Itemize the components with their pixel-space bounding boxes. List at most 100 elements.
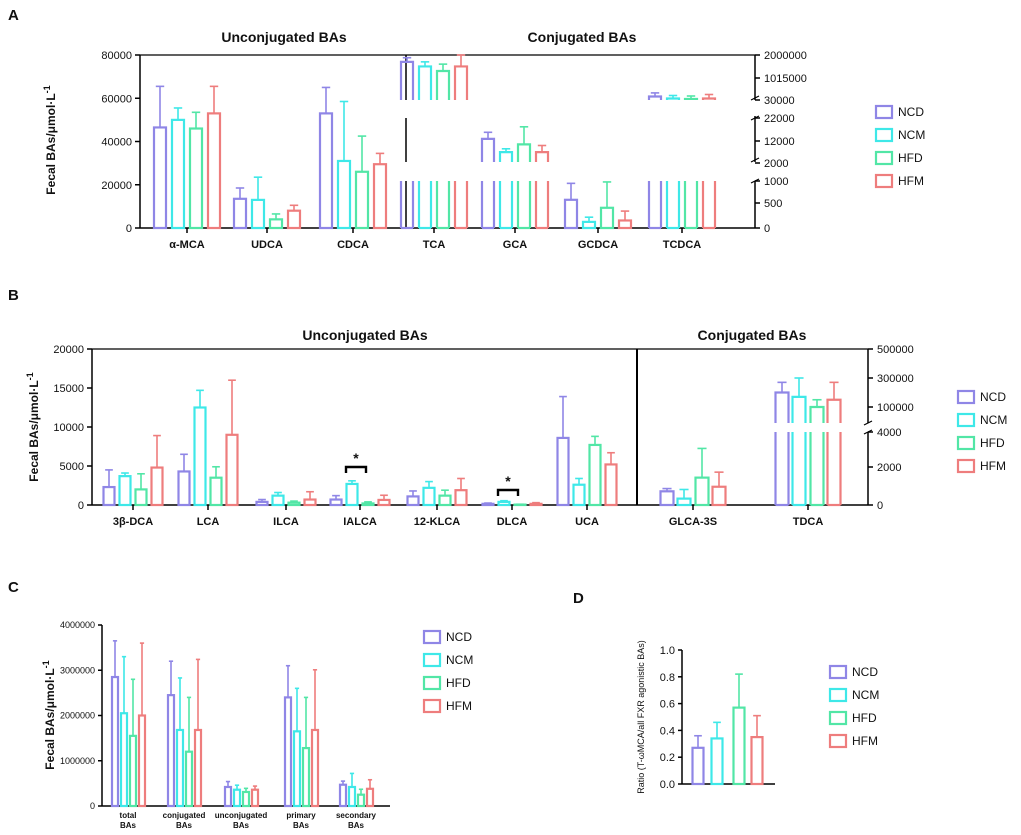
panel-c-category-label: unconjugated [215, 811, 268, 820]
panel-a-bar-ncd [480, 137, 496, 228]
panel-a-bar-ncm [170, 118, 186, 230]
panel-d-legend-swatch-hfm [828, 733, 848, 749]
panel-b-bar-ncm [497, 500, 511, 507]
panel-d-y-tick-label: 0.8 [660, 672, 675, 684]
panel-c-legend-swatch-ncm [422, 652, 442, 668]
panel-b-legend-swatch-hfm [956, 458, 976, 474]
panel-c-legend-label-ncd: NCD [446, 630, 472, 644]
panel-a-legend-swatch-hfm [874, 173, 894, 189]
panel-b-left-tick-label: 0 [78, 500, 84, 512]
panel-a-left-tick-label: 20000 [101, 180, 132, 192]
panel-a-bar-gap [399, 100, 415, 118]
panel-b-significance-star: * [505, 473, 511, 489]
panel-a-bar-ncd [318, 112, 334, 230]
panel-a-legend-label-hfd: HFD [898, 151, 923, 165]
panel-a-axis-break [750, 95, 760, 101]
panel-a-right-tick-label: 500 [764, 198, 782, 210]
panel-a-right-tick-label: 0 [764, 223, 770, 235]
panel-c-bar-hfm [250, 788, 260, 808]
panel-c-legend-swatch-hfd [422, 675, 442, 691]
panel-b-bar-hfm [454, 489, 468, 507]
panel-b-bar-hfd [809, 405, 825, 505]
panel-d-legend-swatch-ncd [828, 664, 848, 680]
panel-c-bar-ncm [175, 728, 185, 808]
panel-b-bar-hfm [711, 485, 727, 507]
panel-b-bar-ncm [118, 475, 132, 507]
panel-b-category-label: GLCA-3S [669, 516, 717, 528]
panel-b-bar-hfm [604, 463, 618, 507]
panel-b-y-label-superscript: -1 [25, 372, 35, 380]
panel-b-category-label: LCA [197, 516, 220, 528]
panel-a-bar-gap [665, 100, 681, 118]
panel-b-bar-ncm [271, 494, 285, 507]
panel-a-bar-hfd [599, 206, 615, 230]
panel-b-bar-hfd [361, 502, 375, 507]
panel-b-legend-label-hfm: HFM [980, 459, 1006, 473]
panel-a-bar-gap [435, 162, 451, 181]
panel-a-legend-swatch-ncd [874, 104, 894, 120]
panel-a-bar-hfm [286, 209, 302, 230]
panel-c-category-label: BAs [120, 821, 137, 830]
panel-b-category-label: ILCA [273, 516, 299, 528]
panel-b-category-label: TDCA [793, 516, 824, 528]
panel-a-right-tick-label: 1000 [764, 176, 788, 188]
panel-d-bar-hfd [732, 706, 746, 786]
panel-c-y-tick-label: 4000000 [60, 620, 95, 630]
panel-c-bar-ncm [119, 712, 129, 808]
panel-a-category-label: α-MCA [169, 239, 205, 251]
panel-b-bar-ncd [481, 502, 495, 507]
panel-d-letter: D [573, 590, 584, 607]
panel-c-bar-ncm [347, 785, 357, 808]
panel-a-bar-hfm [453, 65, 469, 228]
panel-a-category-label: CDCA [337, 239, 369, 251]
panel-d: D 0.0 0.2 0.4 0.6 0.8 1.0 Ratio (T-ωMCA/all FXR… [573, 590, 879, 794]
panel-d-legend-swatch-ncm [828, 687, 848, 703]
panel-c-bar-hfd [356, 793, 366, 808]
panel-a-left-tick-label: 0 [126, 223, 132, 235]
panel-a-bar-gap [480, 162, 496, 181]
panel-a-right-tick-label: 22000 [764, 113, 795, 125]
panel-d-legend-label-hfm: HFM [852, 734, 878, 748]
panel-b-bar-ncd [774, 391, 790, 505]
panel-b-significance-star: * [353, 450, 359, 466]
panel-d-bar-hfm [750, 735, 764, 786]
panel-a-bar-hfd [516, 143, 532, 228]
panel-a-bar-gap [435, 100, 451, 118]
panel-b-bar-hfm [150, 466, 164, 507]
panel-c-bar-hfm [137, 714, 147, 808]
panel-a-legend-label-ncd: NCD [898, 105, 924, 119]
panel-a-right-tick-label: 1015000 [764, 73, 807, 85]
panel-c-bar-hfd [128, 734, 138, 808]
panel-c-legend-label-hfm: HFM [446, 699, 472, 713]
panel-a-bar-hfd [188, 127, 204, 230]
panel-d-y-tick-label: 0.2 [660, 752, 675, 764]
panel-a-bar-gap [683, 100, 699, 118]
panel-a-bar-gap [453, 100, 469, 118]
panel-c-bar-hfm [310, 728, 320, 808]
panel-b-right-tick-label: 0 [877, 500, 883, 512]
panel-a-left-tick-label: 60000 [101, 93, 132, 105]
panel-a-bar-gap [453, 162, 469, 181]
panel-b-bar-hfm [303, 498, 317, 507]
panel-b-category-label: DLCA [497, 516, 528, 528]
panel-b-bar-hfm [826, 398, 842, 505]
panel-a-bar-gap [683, 162, 699, 181]
panel-b-bar-hfd [694, 476, 710, 507]
panel-c-legend-swatch-ncd [422, 629, 442, 645]
panel-a-bar-gap [647, 162, 663, 181]
panel-c-bar-hfd [301, 746, 311, 808]
panel-d-y-tick-label: 0.0 [660, 779, 675, 791]
panel-a-legend-swatch-hfd [874, 150, 894, 166]
panel-b-legend-label-ncm: NCM [980, 413, 1007, 427]
panel-a-legend-swatch-ncm [874, 127, 894, 143]
panel-b-bar-ncd [659, 490, 675, 507]
panel-a-right-tick-label: 30000 [764, 95, 795, 107]
panel-b-section-conjugated: Conjugated BAs [698, 327, 807, 343]
panel-c-y-label: Fecal BAs/μmol·L-1 [41, 660, 57, 769]
panel-a-letter: A [8, 7, 19, 24]
panel-b-bar-ncd [406, 495, 420, 507]
panel-a-legend-label-ncm: NCM [898, 128, 925, 142]
panel-b-bar-hfd [134, 488, 148, 507]
panel-a-category-label: GCDCA [578, 239, 618, 251]
panel-a-category-label: TCDCA [663, 239, 702, 251]
